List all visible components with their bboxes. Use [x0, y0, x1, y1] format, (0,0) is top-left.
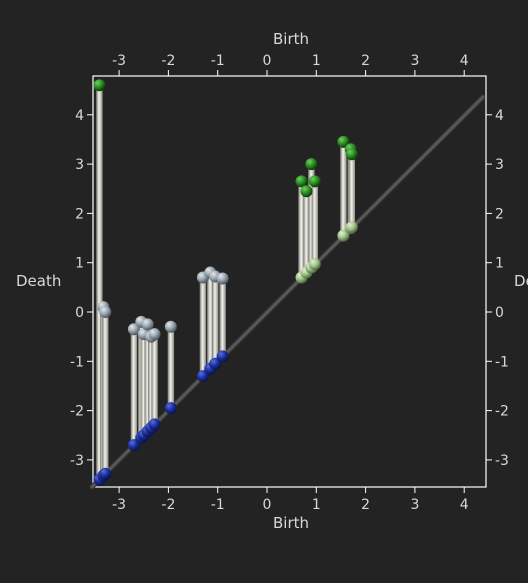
persistence-bar: [298, 181, 305, 278]
x-tick-label-top: 4: [460, 53, 469, 69]
birth-point: [127, 439, 140, 452]
birth-point: [308, 258, 321, 271]
y-tick-label-right: 1: [495, 256, 504, 272]
death-point: [164, 320, 177, 333]
y-tick-label-right: 0: [495, 305, 504, 321]
birth-point: [99, 467, 112, 480]
persistence-bar: [207, 272, 214, 369]
death-point: [337, 135, 350, 148]
x-tick-label-bottom: -3: [112, 497, 126, 513]
x-tick-label-top: -3: [112, 53, 126, 69]
x-tick-label-top: 0: [263, 53, 272, 69]
persistence-bar: [311, 181, 319, 265]
x-axis-title-bottom: Birth: [273, 514, 310, 532]
persistence-bar: [340, 141, 347, 236]
x-tick-label-bottom: 1: [312, 497, 321, 513]
y-tick-label-left: 1: [75, 256, 84, 272]
y-tick-label-right: 4: [495, 108, 504, 124]
persistence-bar: [348, 154, 355, 228]
birth-point: [345, 221, 358, 234]
birth-point: [148, 418, 161, 431]
x-tick-label-top: 1: [312, 53, 321, 69]
death-point: [141, 318, 154, 331]
y-tick-label-left: 4: [75, 108, 84, 124]
persistence-bar: [308, 164, 315, 268]
x-tick-label-bottom: 2: [361, 497, 370, 513]
y-tick-label-right: -1: [495, 354, 509, 370]
x-tick-label-top: 2: [361, 53, 370, 69]
death-point: [295, 175, 308, 188]
death-point: [308, 175, 321, 188]
birth-point: [196, 370, 209, 383]
y-tick-label-left: -2: [70, 404, 84, 420]
persistence-bar: [151, 334, 158, 425]
x-tick-label-top: 3: [410, 53, 419, 69]
y-tick-label-left: 2: [75, 206, 84, 222]
y-tick-label-left: -1: [70, 354, 84, 370]
y-tick-label-right: 2: [495, 206, 504, 222]
persistence-bar: [199, 277, 207, 377]
persistence-bar: [219, 278, 226, 357]
birth-point: [216, 350, 229, 363]
x-tick-label-bottom: 4: [460, 497, 469, 513]
x-axis-title-top: Birth: [273, 30, 310, 48]
death-point: [93, 79, 106, 92]
birth-point: [209, 357, 222, 370]
x-tick-label-bottom: 3: [410, 497, 419, 513]
y-axis-title-left: Death: [16, 272, 62, 290]
persistence-bar: [102, 312, 109, 474]
y-axis-title-right: Death: [514, 272, 528, 290]
death-point: [305, 158, 318, 171]
ticks-layer: -3 -3 -2 -2 -1 -1 0 0 1 1 2 2 3 3 4 4 -3 -3 -2 -2 -1 -1 0 0 1 1 2 2…: [70, 53, 509, 513]
y-tick-label-right: -2: [495, 404, 509, 420]
birth-point: [164, 402, 177, 415]
x-tick-label-bottom: 0: [263, 497, 272, 513]
death-point: [99, 306, 112, 318]
persistence-bar: [303, 191, 310, 273]
y-tick-label-left: 0: [75, 305, 84, 321]
plot-frame: [92, 75, 487, 488]
y-tick-label-right: 3: [495, 157, 504, 173]
death-point: [127, 323, 140, 336]
x-tick-label-bottom: -2: [161, 497, 175, 513]
persistence-bar: [140, 334, 147, 436]
points-layer: [93, 79, 358, 486]
y-tick-label-left: -3: [70, 453, 84, 469]
persistence-bar: [147, 336, 155, 428]
persistence-bar: [130, 329, 138, 446]
death-point: [300, 185, 313, 198]
persistence-bar: [144, 324, 151, 432]
birth-point: [337, 229, 350, 242]
death-point: [216, 272, 229, 285]
bars-layer: [96, 85, 355, 480]
persistence-bar: [96, 85, 103, 480]
y-tick-label-left: 3: [75, 157, 84, 173]
x-tick-label-top: -2: [161, 53, 175, 69]
persistence-bar: [212, 276, 219, 364]
y-tick-label-right: -3: [495, 453, 509, 469]
plot-border: [92, 75, 487, 488]
persistence-bar: [167, 326, 175, 409]
x-tick-label-bottom: -1: [211, 497, 225, 513]
death-point: [345, 148, 358, 161]
death-point: [148, 328, 161, 341]
x-tick-label-top: -1: [211, 53, 225, 69]
